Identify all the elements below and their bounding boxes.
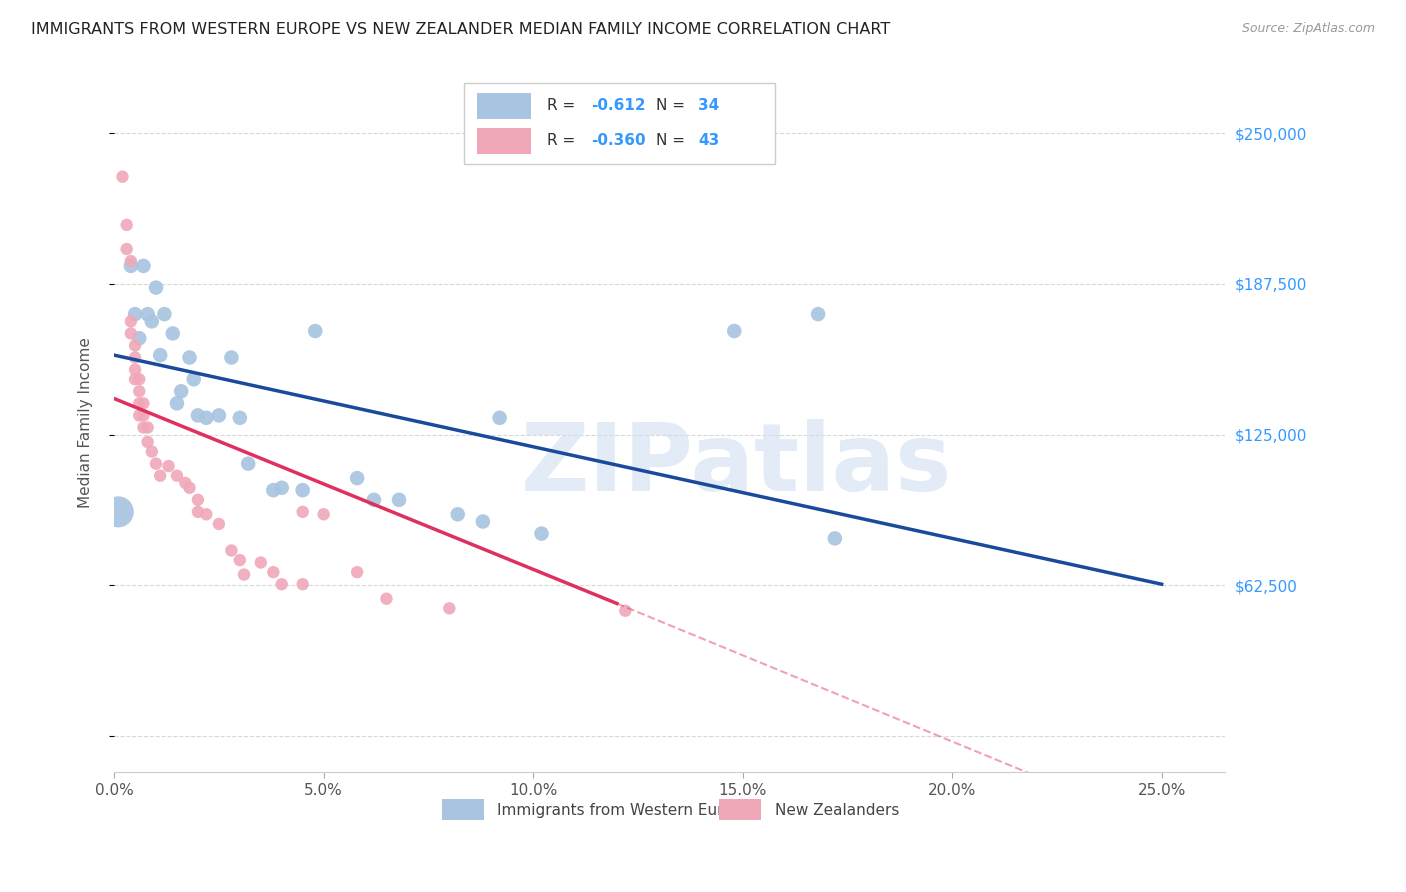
Text: IMMIGRANTS FROM WESTERN EUROPE VS NEW ZEALANDER MEDIAN FAMILY INCOME CORRELATION: IMMIGRANTS FROM WESTERN EUROPE VS NEW ZE… — [31, 22, 890, 37]
Point — [124, 338, 146, 352]
Point — [149, 468, 172, 483]
Point — [824, 532, 846, 546]
Point — [208, 409, 231, 423]
Point — [115, 242, 138, 256]
Point — [291, 577, 314, 591]
Point — [221, 351, 243, 365]
Text: New Zealanders: New Zealanders — [775, 804, 900, 818]
Point — [447, 508, 470, 522]
Point — [124, 372, 146, 386]
Point — [262, 483, 284, 498]
Point — [208, 516, 231, 531]
Point — [174, 475, 197, 490]
Point — [488, 410, 510, 425]
FancyBboxPatch shape — [441, 799, 484, 820]
Point — [107, 505, 129, 519]
Point — [124, 351, 146, 365]
Point — [136, 307, 159, 321]
Point — [170, 384, 193, 399]
Point — [179, 351, 201, 365]
Text: ZIPatlas: ZIPatlas — [520, 418, 952, 510]
Point — [162, 326, 184, 341]
Point — [291, 483, 314, 498]
Point — [195, 508, 218, 522]
Point — [132, 409, 155, 423]
Point — [136, 434, 159, 449]
Point — [124, 307, 146, 321]
Point — [132, 259, 155, 273]
Point — [145, 457, 167, 471]
Point — [132, 396, 155, 410]
Point — [128, 331, 150, 345]
Point — [270, 577, 292, 591]
Point — [187, 505, 209, 519]
Point — [166, 396, 188, 410]
Point — [149, 348, 172, 362]
Point — [471, 515, 494, 529]
Point — [128, 372, 150, 386]
Point — [233, 567, 256, 582]
Text: Immigrants from Western Europe: Immigrants from Western Europe — [498, 804, 752, 818]
Point — [439, 601, 461, 615]
Point — [120, 254, 142, 268]
Point — [136, 420, 159, 434]
Y-axis label: Median Family Income: Median Family Income — [79, 337, 93, 508]
Point — [145, 280, 167, 294]
Point — [614, 604, 637, 618]
FancyBboxPatch shape — [720, 799, 762, 820]
Text: R =: R = — [547, 98, 581, 113]
Text: 34: 34 — [699, 98, 720, 113]
Point — [187, 409, 209, 423]
Point — [291, 505, 314, 519]
Point — [807, 307, 830, 321]
Point — [115, 218, 138, 232]
Point — [304, 324, 326, 338]
FancyBboxPatch shape — [477, 128, 530, 154]
Point — [363, 492, 385, 507]
FancyBboxPatch shape — [464, 84, 775, 164]
Point — [346, 565, 368, 579]
Point — [111, 169, 134, 184]
Point — [166, 468, 188, 483]
Point — [120, 326, 142, 341]
Point — [221, 543, 243, 558]
Point — [153, 307, 176, 321]
Point — [375, 591, 398, 606]
Point — [388, 492, 411, 507]
Text: Source: ZipAtlas.com: Source: ZipAtlas.com — [1241, 22, 1375, 36]
Point — [195, 410, 218, 425]
Point — [128, 396, 150, 410]
Point — [179, 481, 201, 495]
Point — [346, 471, 368, 485]
Point — [183, 372, 205, 386]
Point — [141, 444, 163, 458]
Text: N =: N = — [657, 133, 690, 148]
Text: N =: N = — [657, 98, 690, 113]
Point — [132, 420, 155, 434]
Point — [157, 458, 180, 473]
Text: -0.612: -0.612 — [592, 98, 647, 113]
Point — [128, 409, 150, 423]
Text: R =: R = — [547, 133, 581, 148]
FancyBboxPatch shape — [477, 93, 530, 120]
Point — [262, 565, 284, 579]
Point — [723, 324, 745, 338]
Text: 43: 43 — [699, 133, 720, 148]
Point — [229, 553, 252, 567]
Point — [530, 526, 553, 541]
Point — [249, 556, 271, 570]
Point — [238, 457, 260, 471]
Point — [187, 492, 209, 507]
Text: -0.360: -0.360 — [592, 133, 647, 148]
Point — [120, 314, 142, 328]
Point — [141, 314, 163, 328]
Point — [229, 410, 252, 425]
Point — [312, 508, 335, 522]
Point — [128, 384, 150, 399]
Point — [124, 362, 146, 376]
Point — [270, 481, 292, 495]
Point — [120, 259, 142, 273]
